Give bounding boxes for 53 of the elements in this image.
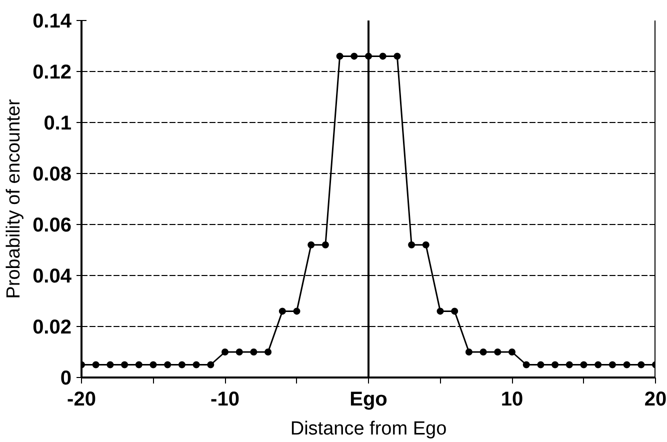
point <box>537 361 544 368</box>
point <box>379 52 386 60</box>
point <box>293 308 300 315</box>
x-tick-label: -20 <box>67 388 96 410</box>
point <box>522 361 530 368</box>
point <box>638 361 645 368</box>
point <box>465 348 472 356</box>
y-tick-label: 0.04 <box>32 266 72 288</box>
x-tick-label: -10 <box>210 388 240 410</box>
point <box>594 361 602 368</box>
point <box>552 361 559 368</box>
point <box>508 348 516 356</box>
y-tick-label: 0.06 <box>32 214 72 236</box>
point <box>336 52 344 60</box>
point <box>308 241 315 248</box>
y-axis-title: Probability of encounter <box>4 98 25 299</box>
point <box>608 361 616 368</box>
point <box>178 361 186 368</box>
point <box>408 241 416 248</box>
y-tick-label: 0.08 <box>32 164 72 186</box>
point <box>192 361 200 368</box>
point <box>322 241 329 248</box>
y-tick-label: 0.12 <box>32 62 72 84</box>
point <box>92 361 100 368</box>
x-tick-label: 20 <box>644 388 667 410</box>
point <box>566 361 573 368</box>
point <box>394 52 401 60</box>
point <box>480 348 487 356</box>
point <box>150 361 157 368</box>
y-tick-label: 0.02 <box>32 316 72 338</box>
point <box>264 348 272 356</box>
y-tick-label: 0.1 <box>44 112 72 134</box>
point <box>135 361 142 368</box>
point <box>121 361 128 368</box>
point <box>436 308 444 315</box>
x-tick-label: 10 <box>500 388 524 410</box>
point <box>580 361 588 368</box>
point <box>350 52 358 60</box>
point <box>250 348 258 356</box>
point <box>236 348 243 356</box>
point <box>494 348 502 356</box>
point <box>623 361 630 368</box>
point <box>451 308 458 315</box>
x-tick-label: Ego <box>350 388 388 410</box>
point <box>106 361 114 368</box>
point <box>278 308 286 315</box>
point <box>222 348 228 356</box>
y-tick-label: 0.14 <box>32 10 72 32</box>
point <box>207 361 214 368</box>
x-axis-title: Distance from Ego <box>290 418 447 440</box>
point <box>422 241 430 248</box>
point <box>164 361 172 368</box>
y-tick-label: 0 <box>60 368 72 390</box>
